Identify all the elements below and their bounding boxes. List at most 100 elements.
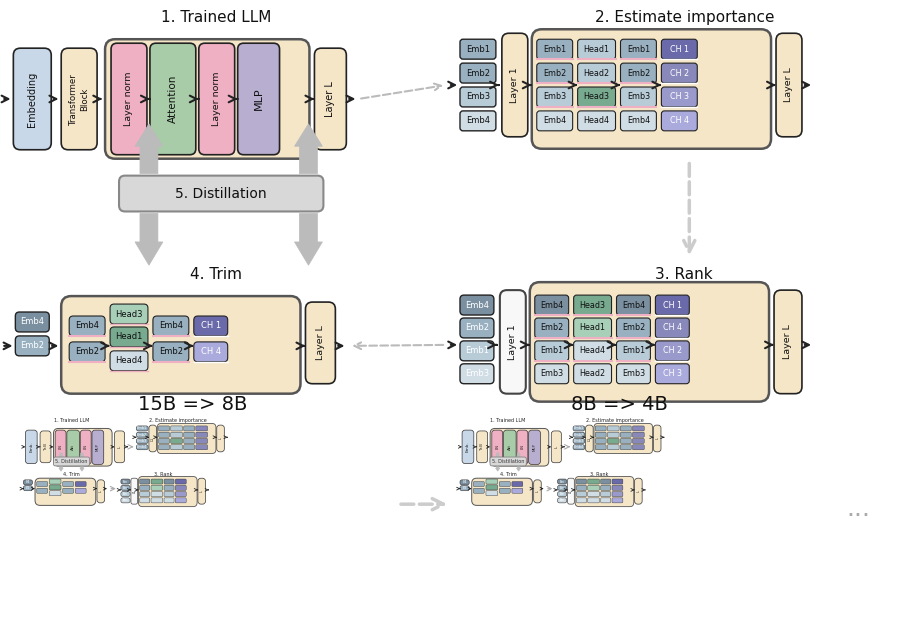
FancyBboxPatch shape (121, 479, 130, 484)
Text: Head2: Head2 (583, 69, 610, 78)
FancyBboxPatch shape (140, 479, 150, 484)
FancyBboxPatch shape (477, 431, 488, 462)
Text: Emb3: Emb3 (465, 369, 489, 378)
Text: Emb4: Emb4 (466, 117, 490, 125)
Text: 3. Rank: 3. Rank (154, 471, 172, 476)
FancyBboxPatch shape (608, 432, 619, 437)
Text: Emb1: Emb1 (627, 45, 650, 54)
Text: Head4: Head4 (579, 347, 606, 355)
Text: Layer L: Layer L (784, 68, 793, 103)
FancyBboxPatch shape (92, 430, 103, 464)
FancyBboxPatch shape (164, 492, 174, 497)
Text: Em: Em (559, 486, 565, 490)
FancyBboxPatch shape (121, 485, 130, 490)
Text: E4: E4 (462, 480, 467, 484)
Text: L: L (99, 490, 102, 492)
FancyBboxPatch shape (600, 492, 611, 497)
Text: Tr.B: Tr.B (44, 443, 48, 450)
Text: CH 3: CH 3 (663, 369, 682, 378)
FancyBboxPatch shape (460, 63, 496, 83)
FancyBboxPatch shape (198, 43, 235, 155)
FancyBboxPatch shape (105, 39, 310, 159)
Polygon shape (58, 464, 63, 471)
FancyBboxPatch shape (164, 498, 174, 503)
Text: Emb2: Emb2 (20, 341, 44, 350)
Text: Emb2: Emb2 (627, 69, 650, 78)
Text: Em: Em (123, 486, 128, 490)
FancyBboxPatch shape (460, 39, 496, 59)
Text: Embedding: Embedding (27, 71, 37, 127)
FancyBboxPatch shape (63, 482, 73, 487)
Text: 5. Distillation: 5. Distillation (175, 187, 267, 201)
Text: 3. Rank: 3. Rank (590, 471, 609, 476)
Polygon shape (58, 453, 63, 459)
Text: 4. Trim: 4. Trim (500, 471, 516, 476)
FancyBboxPatch shape (634, 478, 643, 504)
Text: CH 1: CH 1 (201, 322, 221, 331)
Text: CH 1: CH 1 (670, 45, 689, 54)
FancyBboxPatch shape (588, 479, 600, 484)
FancyBboxPatch shape (184, 432, 195, 437)
FancyBboxPatch shape (149, 425, 156, 452)
FancyBboxPatch shape (196, 426, 207, 431)
Text: Emb4: Emb4 (465, 301, 489, 310)
Text: 5. Distillation: 5. Distillation (55, 459, 88, 464)
FancyBboxPatch shape (171, 432, 183, 437)
Text: Emb2: Emb2 (137, 433, 147, 437)
Text: 15B => 8B: 15B => 8B (138, 395, 248, 414)
FancyBboxPatch shape (184, 426, 195, 431)
FancyBboxPatch shape (621, 111, 656, 131)
Text: L: L (218, 438, 222, 440)
Polygon shape (495, 453, 500, 459)
FancyBboxPatch shape (14, 48, 51, 150)
Polygon shape (135, 213, 163, 265)
FancyBboxPatch shape (171, 445, 183, 450)
FancyBboxPatch shape (67, 430, 80, 464)
Text: Em: Em (559, 480, 565, 483)
Text: Emb.: Emb. (466, 441, 470, 452)
Text: CH 4: CH 4 (201, 347, 221, 356)
FancyBboxPatch shape (655, 364, 689, 383)
Text: Layer L: Layer L (783, 324, 792, 359)
FancyBboxPatch shape (24, 480, 33, 485)
FancyBboxPatch shape (136, 426, 148, 431)
Text: 4. Trim: 4. Trim (190, 267, 241, 282)
FancyBboxPatch shape (121, 498, 130, 503)
FancyBboxPatch shape (110, 304, 148, 324)
FancyBboxPatch shape (460, 318, 494, 338)
Text: Att: Att (508, 444, 512, 450)
Text: 8B => 4B: 8B => 4B (571, 395, 668, 414)
FancyBboxPatch shape (184, 445, 195, 450)
FancyBboxPatch shape (537, 39, 573, 59)
FancyBboxPatch shape (528, 430, 540, 464)
Text: Head4: Head4 (583, 117, 610, 125)
Text: Emb3: Emb3 (627, 92, 650, 101)
Text: 2. Estimate importance: 2. Estimate importance (586, 419, 643, 424)
FancyBboxPatch shape (69, 342, 105, 362)
Text: Head2: Head2 (579, 369, 606, 378)
FancyBboxPatch shape (75, 488, 86, 493)
FancyBboxPatch shape (462, 430, 473, 464)
FancyBboxPatch shape (198, 478, 206, 504)
FancyBboxPatch shape (63, 488, 73, 493)
FancyBboxPatch shape (171, 438, 183, 443)
Text: LN: LN (58, 445, 62, 449)
Text: Head1: Head1 (583, 45, 610, 54)
FancyBboxPatch shape (574, 364, 611, 383)
Polygon shape (135, 124, 163, 174)
Text: Em: Em (123, 480, 128, 483)
Text: LN: LN (520, 445, 525, 449)
FancyBboxPatch shape (175, 498, 186, 503)
FancyBboxPatch shape (460, 87, 496, 107)
Text: L: L (118, 446, 122, 448)
FancyBboxPatch shape (617, 318, 651, 338)
FancyBboxPatch shape (654, 425, 661, 452)
Text: Emb4: Emb4 (622, 301, 645, 310)
FancyBboxPatch shape (558, 485, 567, 490)
FancyBboxPatch shape (608, 445, 619, 450)
FancyBboxPatch shape (537, 87, 573, 107)
Text: CH 2: CH 2 (663, 347, 682, 355)
FancyBboxPatch shape (621, 432, 632, 437)
FancyBboxPatch shape (621, 445, 632, 450)
FancyBboxPatch shape (573, 438, 585, 443)
